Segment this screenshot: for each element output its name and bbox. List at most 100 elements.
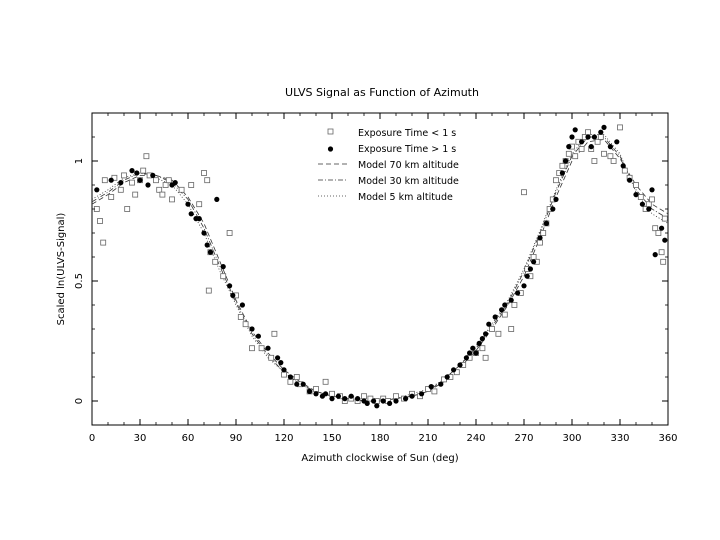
data-point-filled-circle	[620, 163, 626, 169]
data-point-filled-circle	[607, 144, 614, 150]
x-tick-label: 210	[418, 433, 437, 444]
data-point-filled-circle	[185, 201, 191, 207]
model-curve-0	[91, 138, 669, 402]
legend-entry-model-70km: Model 70 km altitude	[318, 160, 459, 171]
data-point-open-square	[361, 393, 367, 400]
chart-title: ULVS Signal as Function of Azimuth	[285, 86, 479, 99]
data-point-open-square	[594, 138, 601, 145]
data-point-open-square	[159, 191, 166, 198]
data-points	[93, 124, 668, 409]
data-point-filled-circle	[639, 201, 646, 207]
data-point-open-square	[495, 330, 502, 337]
data-point-open-square	[479, 345, 486, 352]
data-point-open-square	[237, 314, 244, 320]
legend-open-square-marker	[327, 128, 334, 135]
data-point-open-square	[271, 330, 278, 337]
data-point-filled-circle	[371, 398, 377, 404]
data-point-filled-circle	[281, 367, 287, 373]
data-point-filled-circle	[204, 242, 210, 248]
data-point-filled-circle	[627, 177, 633, 183]
data-point-filled-circle	[438, 381, 444, 387]
data-point-filled-circle	[323, 391, 329, 397]
legend-label: Model 5 km altitude	[358, 192, 453, 203]
legend-label: Model 30 km altitude	[358, 176, 459, 187]
data-point-filled-circle	[214, 196, 220, 202]
data-point-open-square	[565, 150, 572, 157]
data-point-open-square	[621, 167, 628, 174]
data-point-filled-circle	[342, 396, 348, 402]
data-point-filled-circle	[652, 252, 658, 258]
data-point-open-square	[100, 239, 107, 246]
data-point-filled-circle	[569, 134, 575, 140]
model-curves	[91, 134, 669, 402]
data-point-open-square	[93, 206, 100, 212]
y-axis-ticks: 00.51	[74, 136, 668, 404]
x-tick-label: 30	[134, 433, 147, 444]
data-point-open-square	[143, 153, 150, 160]
data-point-open-square	[633, 182, 639, 188]
data-point-open-square	[162, 182, 169, 188]
data-point-open-square	[559, 162, 566, 169]
data-point-open-square	[661, 215, 668, 222]
data-point-filled-circle	[588, 144, 594, 150]
x-axis-ticks: 0 30 60 90 120 150 180 210 240 270 300 330 360	[89, 113, 678, 444]
data-point-filled-circle	[118, 180, 124, 186]
data-point-open-square	[649, 196, 655, 203]
data-point-filled-circle	[255, 333, 261, 339]
data-point-filled-circle	[579, 139, 585, 145]
model-curve-1	[91, 136, 669, 402]
x-tick-label: 60	[182, 433, 195, 444]
x-tick-label: 0	[89, 433, 95, 444]
data-point-open-square	[205, 287, 212, 294]
data-point-filled-circle	[614, 139, 620, 145]
x-tick-label: 90	[230, 433, 243, 444]
legend-entry-model-30km: Model 30 km altitude	[318, 176, 459, 187]
data-point-open-square	[281, 371, 287, 378]
data-point-filled-circle	[492, 314, 498, 320]
data-point-open-square	[617, 124, 623, 131]
legend-label: Exposure Time < 1 s	[358, 128, 456, 139]
data-point-open-square	[249, 345, 255, 352]
data-point-filled-circle	[227, 283, 233, 289]
data-point-filled-circle	[287, 374, 293, 380]
data-point-open-square	[601, 150, 607, 157]
data-point-filled-circle	[463, 355, 469, 361]
x-tick-label: 120	[274, 433, 293, 444]
data-point-filled-circle	[559, 170, 566, 176]
data-point-open-square	[313, 386, 319, 392]
data-point-open-square	[597, 134, 604, 140]
data-point-filled-circle	[278, 360, 284, 366]
data-point-filled-circle	[134, 170, 140, 176]
data-point-open-square	[212, 258, 219, 265]
y-tick-label: 1	[74, 158, 85, 164]
data-point-open-square	[97, 218, 103, 224]
data-point-filled-circle	[387, 400, 393, 406]
data-point-filled-circle	[508, 297, 514, 303]
data-point-filled-circle	[550, 206, 556, 212]
data-point-filled-circle	[585, 134, 591, 140]
data-point-open-square	[268, 354, 275, 361]
data-point-open-square	[101, 177, 108, 184]
data-point-open-square	[652, 225, 659, 232]
data-point-open-square	[287, 378, 294, 385]
data-point-filled-circle	[265, 345, 271, 351]
data-point-filled-circle	[479, 336, 485, 342]
data-point-filled-circle	[145, 182, 151, 188]
data-point-filled-circle	[307, 388, 313, 394]
data-point-open-square	[489, 326, 495, 332]
data-point-filled-circle	[196, 216, 202, 222]
data-point-filled-circle	[444, 374, 450, 380]
x-tick-label: 150	[322, 433, 341, 444]
data-point-filled-circle	[662, 237, 668, 243]
data-point-filled-circle	[329, 396, 335, 402]
data-point-filled-circle	[230, 292, 236, 298]
data-point-filled-circle	[483, 331, 489, 337]
data-point-filled-circle	[521, 283, 527, 289]
data-point-open-square	[511, 302, 518, 308]
data-point-filled-circle	[409, 393, 415, 399]
data-point-open-square	[124, 206, 131, 212]
data-point-open-square	[572, 153, 579, 160]
data-point-filled-circle	[537, 235, 543, 241]
data-point-filled-circle	[457, 362, 463, 368]
data-point-filled-circle	[601, 124, 607, 130]
